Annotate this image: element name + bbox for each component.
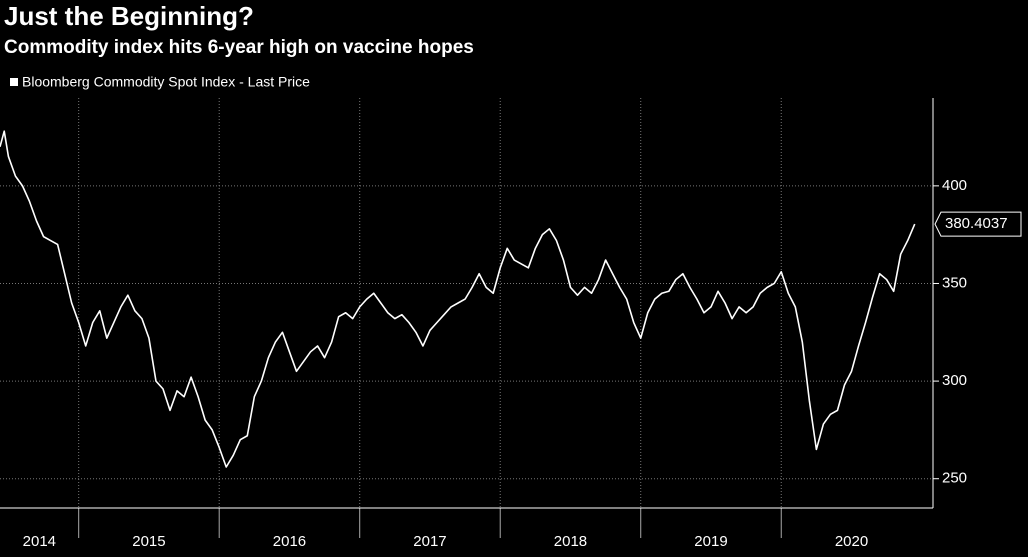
last-value-label: 380.4037: [945, 215, 1008, 232]
x-tick-label: 2017: [413, 533, 446, 550]
chart-subtitle: Commodity index hits 6-year high on vacc…: [4, 37, 474, 58]
chart-title: Just the Beginning?: [4, 1, 254, 31]
x-tick-label: 2018: [554, 533, 587, 550]
x-tick-label: 2020: [835, 533, 868, 550]
y-tick-label: 300: [942, 372, 967, 389]
x-tick-label: 2019: [694, 533, 727, 550]
last-value-box: [934, 211, 1022, 237]
price-line: [0, 130, 916, 468]
x-tick-label: 2016: [273, 533, 306, 550]
y-tick-label: 350: [942, 274, 967, 291]
x-tick-label: 2015: [132, 533, 165, 550]
legend-swatch: [10, 78, 18, 86]
y-tick-label: 400: [942, 177, 967, 194]
x-tick-label: 2014: [23, 533, 56, 550]
legend-label: Bloomberg Commodity Spot Index - Last Pr…: [22, 74, 310, 90]
y-tick-label: 250: [942, 470, 967, 487]
